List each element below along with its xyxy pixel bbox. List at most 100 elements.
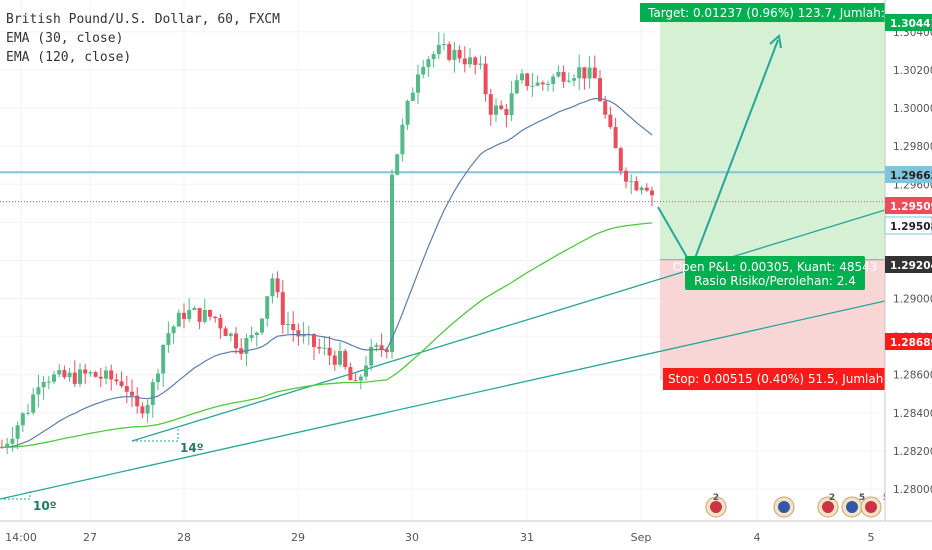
candle-body <box>166 333 171 345</box>
candle <box>592 55 597 79</box>
candle <box>369 338 374 371</box>
candle <box>301 321 306 344</box>
event-badges[interactable]: 2255 <box>705 493 889 518</box>
candle <box>395 153 400 176</box>
time-axis[interactable]: 14:00 27 28 29 30 31 Sep 4 5 <box>0 520 932 550</box>
candle-body <box>192 308 197 310</box>
candle <box>499 100 504 111</box>
candle-body <box>62 370 67 378</box>
candle-body <box>457 49 462 59</box>
candle-body <box>629 181 634 183</box>
candle-body <box>109 370 114 380</box>
legend-ema30: EMA (30, close) <box>6 31 124 46</box>
x-tick-label: 4 <box>754 531 761 544</box>
candle <box>572 74 576 87</box>
candle-body <box>587 67 592 79</box>
candle <box>447 41 452 62</box>
candle-body <box>639 187 644 191</box>
candle-body <box>410 92 415 101</box>
candle-body <box>20 413 25 426</box>
candle-body <box>280 292 285 325</box>
candle <box>462 46 467 73</box>
candle-body <box>150 382 155 405</box>
pnl-line1: Open P&L: 0.00305, Kuant: 48543 <box>673 260 878 274</box>
x-tick-label: 5 <box>868 531 875 544</box>
ema-120-line <box>1 222 653 448</box>
candle-body <box>72 372 77 384</box>
candle-body <box>291 323 296 331</box>
candlestick-series <box>0 32 654 455</box>
candle-body <box>603 101 608 115</box>
candle <box>478 55 483 70</box>
position-labels: Target: 0.01237 (0.96%) 123.7, Jumlah: 1… <box>640 3 904 390</box>
target-zone[interactable] <box>660 4 885 260</box>
candle-body <box>556 71 561 77</box>
y-tick-label: 1.28400 <box>893 408 932 420</box>
candle-body <box>67 372 72 378</box>
candle-body <box>327 347 332 356</box>
candle <box>171 324 176 344</box>
candle <box>322 337 327 356</box>
stop-label: Stop: 0.00515 (0.40%) 51.5, Jumlah: 7 <box>668 372 899 386</box>
candle-body <box>322 347 327 349</box>
candle <box>218 314 223 339</box>
candle-body <box>650 190 654 196</box>
candle-body <box>384 349 389 353</box>
candle <box>62 365 67 380</box>
candle-body <box>301 334 306 337</box>
candle-body <box>452 49 457 60</box>
candle-body <box>36 387 41 395</box>
candle-body <box>520 73 524 81</box>
candle <box>410 87 415 102</box>
candle <box>213 315 218 323</box>
candle-body <box>15 425 20 439</box>
candle <box>416 64 420 105</box>
candle <box>390 169 394 359</box>
candle-body <box>88 372 93 374</box>
candle-body <box>483 63 488 95</box>
candle-body <box>249 335 254 339</box>
candle-body <box>535 82 540 86</box>
candle <box>83 364 88 384</box>
candle-body <box>348 367 353 381</box>
candle-body <box>275 278 280 293</box>
candle-body <box>10 438 15 444</box>
candle-body <box>260 318 264 333</box>
legend-symbol: British Pound/U.S. Dollar, 60, FXCM <box>6 12 280 27</box>
candle-body <box>540 82 545 85</box>
candle <box>509 80 514 122</box>
candle <box>291 311 296 342</box>
candle <box>457 45 462 63</box>
candle <box>613 117 618 149</box>
candle <box>119 371 124 388</box>
candle-body <box>478 63 483 65</box>
candle <box>36 374 41 408</box>
flag-icon <box>778 501 790 513</box>
candle-body <box>228 333 233 336</box>
candle <box>46 376 51 390</box>
candle <box>109 364 114 391</box>
candle <box>208 309 212 321</box>
candle <box>239 338 244 360</box>
event-badge-count: 2 <box>829 493 835 503</box>
candle <box>124 375 129 404</box>
candle-body <box>124 386 129 392</box>
price-axis[interactable]: 1.304001.302001.300001.298001.296001.294… <box>884 0 932 550</box>
candle-body <box>208 309 212 317</box>
candle-body <box>343 351 348 368</box>
candle <box>577 54 582 90</box>
trendlines[interactable]: 14º 10º <box>0 209 886 513</box>
candle <box>379 333 384 357</box>
candle-body <box>78 369 82 384</box>
candle <box>254 331 259 347</box>
angle-marker-10 <box>0 490 31 500</box>
x-tick-label: 27 <box>83 531 97 544</box>
price-label-bg <box>885 333 932 350</box>
candle-body <box>561 71 566 82</box>
candle-body <box>338 351 342 365</box>
candle-body <box>546 83 550 85</box>
candle-body <box>514 80 519 94</box>
angle-label-14: 14º <box>180 441 204 455</box>
candle <box>270 273 275 304</box>
